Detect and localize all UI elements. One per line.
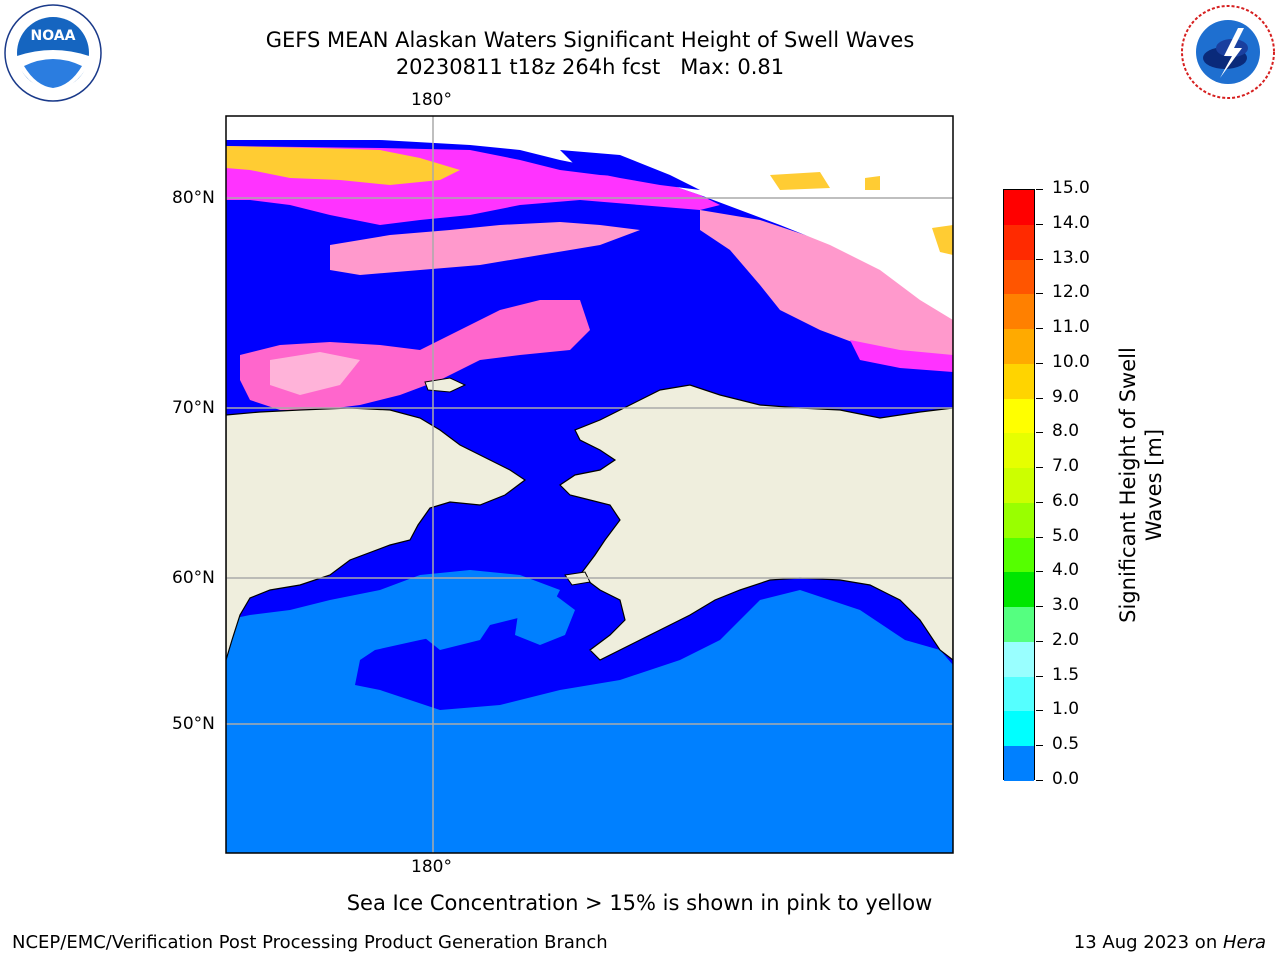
map-subtitle: 20230811 t18z 264h fcst Max: 0.81	[395, 55, 785, 79]
colorbar-tick-label: 11.0	[1052, 317, 1090, 338]
map-gridlines	[226, 116, 953, 853]
map-title: GEFS MEAN Alaskan Waters Significant Hei…	[265, 28, 915, 52]
lat-label-60: 60°N	[172, 568, 215, 588]
noaa-logo-text: NOAA	[31, 28, 76, 44]
colorbar-tick-mark	[1036, 780, 1043, 781]
ocean-low-swell	[560, 150, 700, 190]
lat-label-50: 50°N	[172, 714, 215, 734]
colorbar-segment	[1004, 363, 1034, 400]
colorbar-tick-label: 2.0	[1052, 629, 1080, 650]
lat-label-80: 80°N	[172, 188, 215, 208]
lon-label-top: 180°	[411, 90, 452, 110]
colorbar-tick-label: 12.0	[1052, 282, 1090, 303]
colorbar-tick-mark	[1036, 223, 1043, 225]
lat-label-70: 70°N	[172, 398, 215, 418]
colorbar-tick-mark	[1036, 397, 1043, 399]
colorbar-tick-label: 7.0	[1052, 456, 1080, 477]
lon-label-bottom: 180°	[411, 857, 452, 877]
colorbar-segment	[1004, 259, 1034, 295]
sea-ice-high	[932, 225, 953, 255]
colorbar-tick-mark	[1036, 189, 1043, 190]
colorbar-segment	[1004, 433, 1034, 469]
colorbar-tick-mark	[1036, 606, 1043, 608]
footer-host: Hera	[1222, 932, 1266, 953]
colorbar-tick-mark	[1036, 432, 1043, 434]
colorbar-segment	[1004, 711, 1034, 747]
colorbar-segment	[1004, 224, 1034, 260]
colorbar-tick-mark	[1036, 328, 1043, 330]
colorbar-tick-label: 5.0	[1052, 525, 1080, 546]
colorbar-segment	[1004, 468, 1034, 504]
colorbar-tick-label: 10.0	[1052, 351, 1090, 372]
colorbar-tick-mark	[1036, 501, 1043, 503]
colorbar-label-line2: Waves [m]	[1142, 428, 1166, 542]
colorbar-tick-label: 13.0	[1052, 247, 1090, 268]
colorbar-tick-label: 9.0	[1052, 386, 1080, 407]
colorbar-tick-label: 15.0	[1052, 178, 1090, 198]
land-wrangel-island	[424, 377, 467, 393]
colorbar-tick-mark	[1036, 710, 1043, 712]
sea-ice-low	[850, 340, 953, 372]
map-frame	[225, 115, 954, 854]
footer-date-text: 13 Aug 2023 on	[1073, 932, 1223, 953]
nws-logo	[1181, 5, 1275, 99]
colorbar-segment	[1004, 329, 1034, 365]
sea-ice-high	[770, 172, 830, 190]
colorbar-tick-label: 4.0	[1052, 560, 1080, 581]
colorbar-segment	[1004, 572, 1034, 608]
sea-ice-high	[226, 146, 460, 185]
colorbar-tick-mark	[1036, 536, 1043, 538]
sea-ice-mid	[270, 352, 360, 395]
land-siberia	[226, 407, 527, 661]
colorbar-label: Significant Height of Swell Waves [m]	[1115, 347, 1167, 623]
colorbar	[1003, 189, 1035, 782]
colorbar-tick-label: 3.0	[1052, 595, 1080, 616]
colorbar-segment	[1004, 607, 1034, 643]
colorbar-segment	[1004, 746, 1034, 782]
colorbar-segment	[1004, 537, 1034, 573]
colorbar-segment	[1004, 502, 1034, 539]
footer-branch: NCEP/EMC/Verification Post Processing Pr…	[12, 932, 608, 953]
noaa-logo: NOAA	[4, 4, 102, 102]
colorbar-tick-mark	[1036, 571, 1043, 573]
colorbar-tick-mark	[1036, 362, 1043, 364]
colorbar-tick-mark	[1036, 640, 1043, 642]
footer-date: 13 Aug 2023 on Hera	[1074, 932, 1266, 953]
colorbar-tick-label: 0.5	[1052, 734, 1080, 755]
sea-ice-mid	[700, 210, 953, 370]
colorbar-segment	[1004, 676, 1034, 712]
colorbar-tick-mark	[1036, 258, 1043, 260]
colorbar-tick-label: 8.0	[1052, 421, 1080, 442]
ocean-patch	[415, 595, 500, 650]
sea-ice-high	[865, 176, 880, 190]
colorbar-segment	[1004, 294, 1034, 330]
colorbar-segment	[1004, 641, 1034, 678]
colorbar-tick-mark	[1036, 675, 1043, 677]
colorbar-segment	[1004, 398, 1034, 434]
colorbar-tick-mark	[1036, 467, 1043, 469]
colorbar-tick-label: 14.0	[1052, 212, 1090, 233]
colorbar-tick-label: 0.0	[1052, 769, 1080, 789]
colorbar-tick-label: 1.0	[1052, 699, 1080, 720]
sea-ice-note: Sea Ice Concentration > 15% is shown in …	[346, 891, 933, 915]
colorbar-tick-label: 1.5	[1052, 664, 1080, 685]
colorbar-tick-mark	[1036, 293, 1043, 295]
ocean-patch	[515, 595, 575, 645]
colorbar-label-line1: Significant Height of Swell	[1116, 347, 1140, 623]
colorbar-tick-label: 6.0	[1052, 490, 1080, 511]
colorbar-segment	[1004, 190, 1034, 226]
colorbar-tick-mark	[1036, 745, 1043, 747]
sea-ice-mid	[330, 222, 640, 275]
no-data-region	[226, 116, 953, 320]
